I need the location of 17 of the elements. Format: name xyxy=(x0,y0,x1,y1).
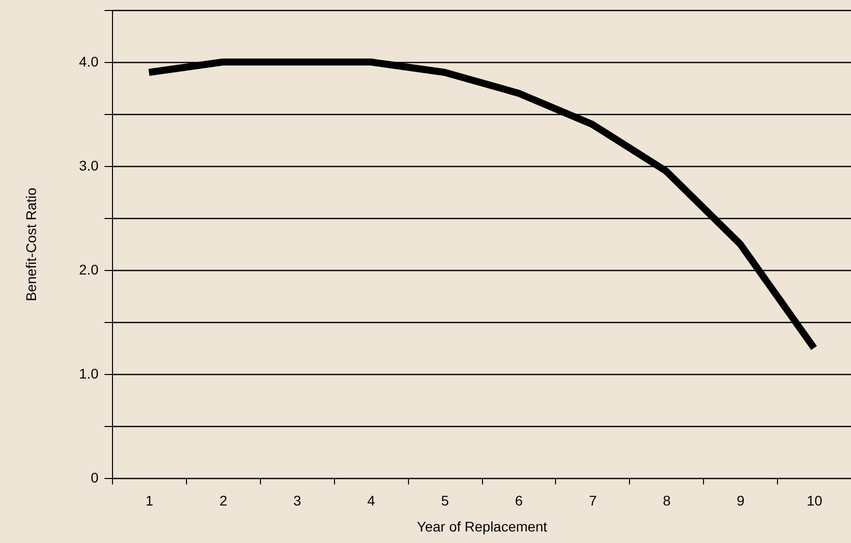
x-tick-label: 4 xyxy=(367,492,376,508)
y-tick-label: 0 xyxy=(90,470,99,486)
y-tick-label: 3.0 xyxy=(79,158,99,174)
x-tick-label: 8 xyxy=(662,492,671,508)
y-axis-title: Benefit-Cost Ratio xyxy=(23,187,40,302)
y-tick-label: 4.0 xyxy=(79,54,99,70)
y-tick-label: 2.0 xyxy=(79,262,99,278)
x-tick-label: 5 xyxy=(441,492,450,508)
x-tick-label: 10 xyxy=(806,492,823,508)
x-tick-label: 3 xyxy=(293,492,302,508)
x-tick-label: 1 xyxy=(146,492,154,508)
x-tick-label: 6 xyxy=(515,492,524,508)
x-tick-label: 7 xyxy=(588,492,597,508)
x-tick-label: 2 xyxy=(219,492,228,508)
x-tick-label: 9 xyxy=(736,492,745,508)
x-axis-title: Year of Replacement xyxy=(416,518,548,534)
y-tick-label: 1.0 xyxy=(79,366,99,382)
